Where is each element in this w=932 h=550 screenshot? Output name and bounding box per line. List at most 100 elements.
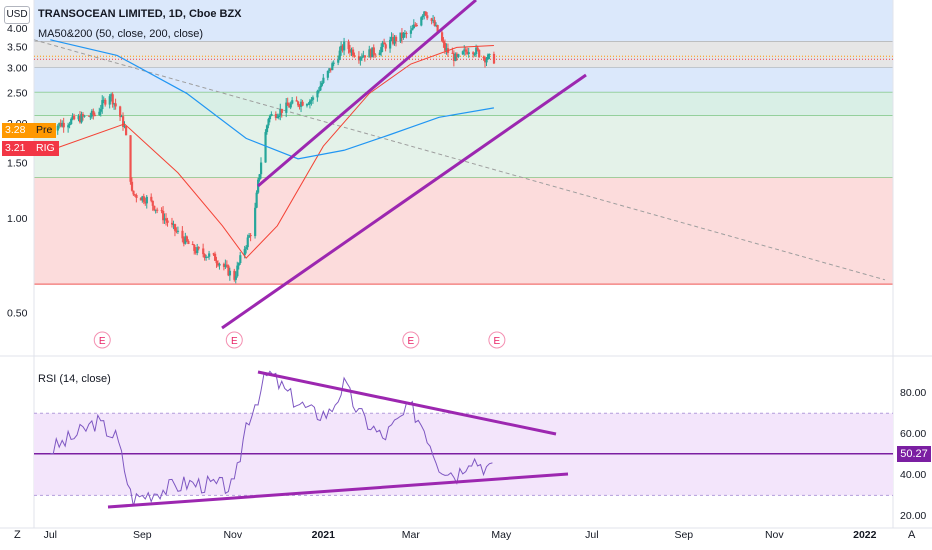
y-tick-label: 4.00 — [7, 23, 28, 35]
candle-body — [227, 265, 230, 276]
premarket-label: Pre — [32, 123, 57, 138]
candle-body — [154, 209, 157, 211]
y-tick-label: 3.50 — [7, 41, 28, 53]
candle-body — [350, 49, 353, 53]
candle-body — [257, 179, 260, 193]
candle-body — [341, 45, 344, 51]
candle-body — [301, 101, 304, 106]
candle-body — [300, 101, 303, 107]
candle-body — [288, 105, 291, 108]
candle-body — [360, 57, 364, 59]
candle-body — [215, 260, 218, 264]
earnings-marker-label: E — [494, 336, 501, 347]
candle-body — [486, 54, 490, 60]
x-tick-label: Sep — [674, 529, 693, 541]
price-zone — [34, 41, 893, 68]
candle-body — [466, 51, 469, 54]
candle-body — [280, 108, 283, 113]
x-tick-label: Jul — [44, 529, 57, 541]
candle-body — [433, 20, 436, 26]
candle-body — [378, 52, 381, 56]
zoom-toggle[interactable]: Z — [14, 529, 21, 541]
candle-body — [421, 15, 424, 18]
rsi-indicator-label[interactable]: RSI (14, close) — [38, 373, 111, 385]
candle-body — [430, 18, 433, 21]
candle-body — [139, 198, 143, 201]
earnings-marker-label: E — [231, 336, 238, 347]
candle-body — [78, 116, 82, 123]
candle-body — [267, 119, 270, 126]
candle-body — [328, 68, 331, 71]
candle-body — [80, 114, 83, 123]
candle-body — [371, 47, 374, 58]
candle-body — [317, 90, 321, 92]
candle-body — [122, 116, 125, 127]
candle-body — [228, 270, 232, 276]
candle-body — [353, 55, 356, 57]
candle-body — [424, 11, 427, 16]
candle-body — [196, 247, 199, 254]
candle-body — [170, 222, 174, 225]
candle-body — [249, 235, 252, 237]
candle-body — [319, 85, 322, 91]
candle-body — [123, 125, 126, 127]
candle-body — [276, 117, 279, 119]
candle-body — [191, 243, 194, 245]
candle-body — [99, 109, 102, 112]
candle-body — [101, 100, 104, 110]
ma-indicator-label[interactable]: MA50&200 (50, close, 200, close) — [38, 28, 204, 40]
earnings-marker-label: E — [407, 336, 414, 347]
candle-body — [111, 94, 114, 105]
candle-body — [338, 50, 341, 60]
candle-body — [144, 201, 147, 204]
candle-body — [70, 118, 73, 125]
candle-body — [369, 49, 372, 58]
candle-body — [415, 24, 418, 26]
candle-body — [264, 132, 267, 163]
rsi-y-tick-label: 40.00 — [900, 469, 926, 481]
currency-badge[interactable]: USD — [4, 6, 30, 24]
rsi-upper-trendline — [257, 370, 557, 436]
candle-body — [202, 248, 205, 255]
y-tick-label: 0.50 — [7, 308, 28, 320]
candle-body — [482, 57, 485, 59]
candle-body — [108, 96, 111, 105]
candle-body — [445, 48, 448, 51]
candle-body — [218, 263, 221, 266]
candle-body — [255, 192, 258, 208]
candle-body — [443, 43, 447, 51]
last-price-value: 3.21 — [5, 142, 26, 154]
candle-body — [436, 25, 439, 33]
candle-body — [420, 17, 423, 26]
x-tick-label: May — [491, 529, 512, 541]
candle-body — [130, 181, 134, 191]
candle-body — [239, 255, 242, 264]
candle-body — [181, 230, 184, 239]
candle-body — [102, 99, 105, 101]
candle-body — [83, 115, 86, 117]
candle-body — [208, 253, 211, 257]
candle-body — [176, 230, 180, 232]
candle-body — [104, 99, 107, 105]
candle-body — [357, 56, 361, 61]
candle-body — [329, 68, 332, 71]
candle-body — [274, 114, 278, 118]
candle-body — [225, 264, 229, 266]
candle-body — [133, 194, 137, 196]
candle-body — [305, 104, 309, 106]
candle-body — [162, 210, 165, 221]
candle-body — [184, 236, 187, 244]
candle-body — [403, 33, 407, 35]
candle-body — [476, 47, 479, 50]
candle-body — [77, 116, 80, 120]
candle-body — [442, 40, 445, 44]
candle-body — [87, 115, 91, 117]
candle-body — [114, 103, 117, 107]
auto-scale-toggle[interactable]: A — [908, 529, 916, 541]
candle-body — [452, 53, 456, 61]
candle-body — [331, 63, 334, 71]
candle-body — [224, 264, 227, 267]
rsi-y-tick-label: 60.00 — [900, 428, 926, 440]
candle-body — [291, 100, 294, 104]
